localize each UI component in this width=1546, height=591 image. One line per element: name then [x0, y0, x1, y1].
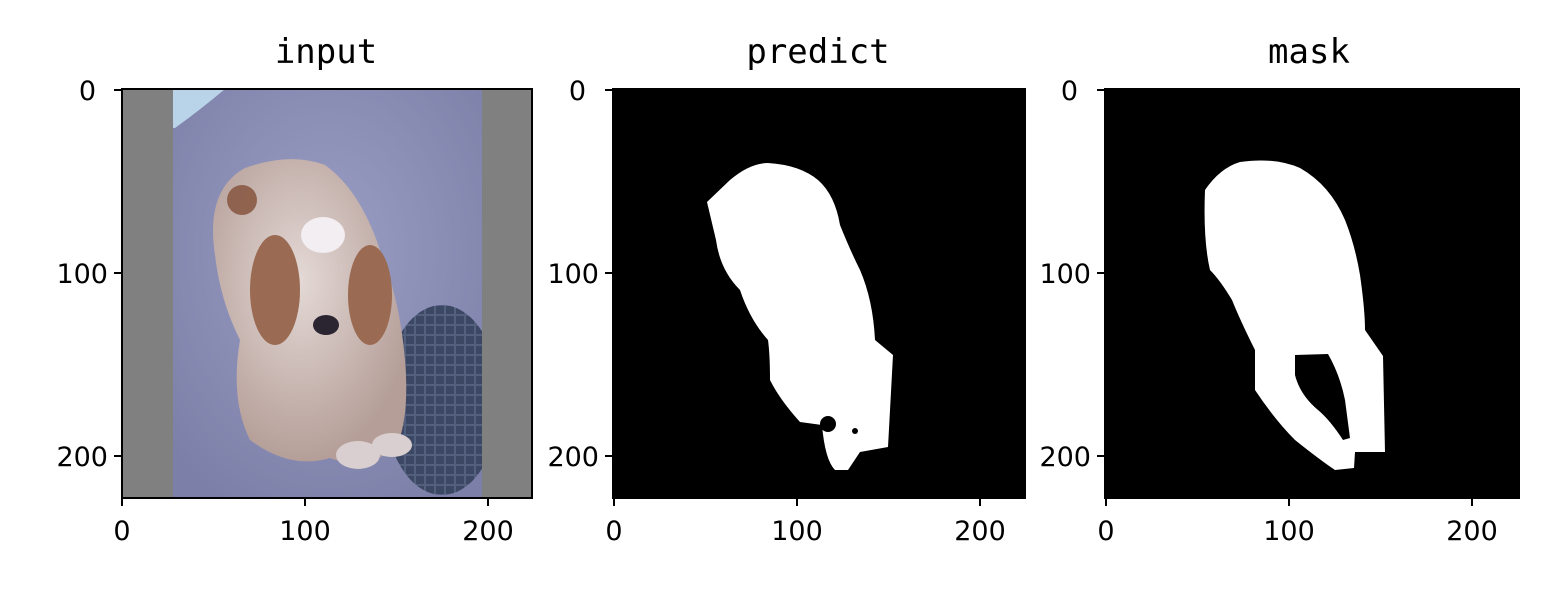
y-tick-label: 100 — [1039, 259, 1091, 290]
x-tick-label: 100 — [1263, 516, 1315, 547]
y-axis: 0 100 200 — [56, 76, 122, 473]
axes-frame — [612, 88, 1026, 499]
y-axis: 0 100 200 — [547, 76, 613, 473]
y-tick-label: 0 — [79, 76, 96, 107]
axes-frame — [121, 88, 533, 499]
x-tick-label: 100 — [771, 516, 823, 547]
panel-title: predict — [746, 32, 889, 72]
y-tick-label: 200 — [56, 442, 108, 473]
x-tick-label: 200 — [954, 516, 1006, 547]
y-tick-label: 200 — [547, 442, 599, 473]
x-tick-label: 200 — [1446, 516, 1498, 547]
x-axis: 0 100 200 — [113, 498, 514, 547]
x-tick-label: 0 — [605, 516, 622, 547]
panel-mask: mask 0 100 200 0 100 200 — [1039, 32, 1520, 547]
y-tick-label: 100 — [547, 259, 599, 290]
predicted-mask-region — [707, 163, 893, 470]
x-tick-label: 100 — [279, 516, 331, 547]
x-tick-label: 200 — [462, 516, 514, 547]
x-tick-label: 0 — [113, 516, 130, 547]
panel-title: mask — [1268, 32, 1350, 72]
y-tick-label: 100 — [56, 259, 108, 290]
axes-frame — [1104, 88, 1520, 499]
object-top-left — [173, 89, 225, 128]
dog — [213, 159, 412, 469]
manhole-cover — [384, 305, 500, 495]
panel-predict: predict 0 100 200 0 100 200 — [547, 32, 1026, 547]
x-axis: 0 100 200 — [605, 498, 1006, 547]
input-image — [122, 89, 532, 498]
y-tick-label: 200 — [1039, 442, 1091, 473]
panel-title: input — [275, 32, 377, 72]
mask-image — [1105, 89, 1519, 498]
y-tick-label: 0 — [569, 76, 586, 107]
x-axis: 0 100 200 — [1097, 498, 1498, 547]
y-axis: 0 100 200 — [1039, 76, 1105, 473]
panel-input: input 0 100 200 — [56, 32, 533, 547]
predict-image — [613, 89, 1025, 498]
x-tick-label: 0 — [1097, 516, 1114, 547]
y-tick-label: 0 — [1061, 76, 1078, 107]
